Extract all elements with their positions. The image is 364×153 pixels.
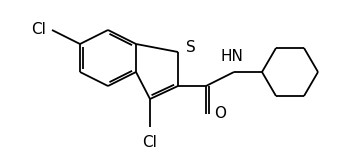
Text: Cl: Cl [31,22,46,37]
Text: S: S [186,41,196,56]
Text: O: O [214,106,226,121]
Text: Cl: Cl [143,135,158,150]
Text: HN: HN [221,49,244,64]
